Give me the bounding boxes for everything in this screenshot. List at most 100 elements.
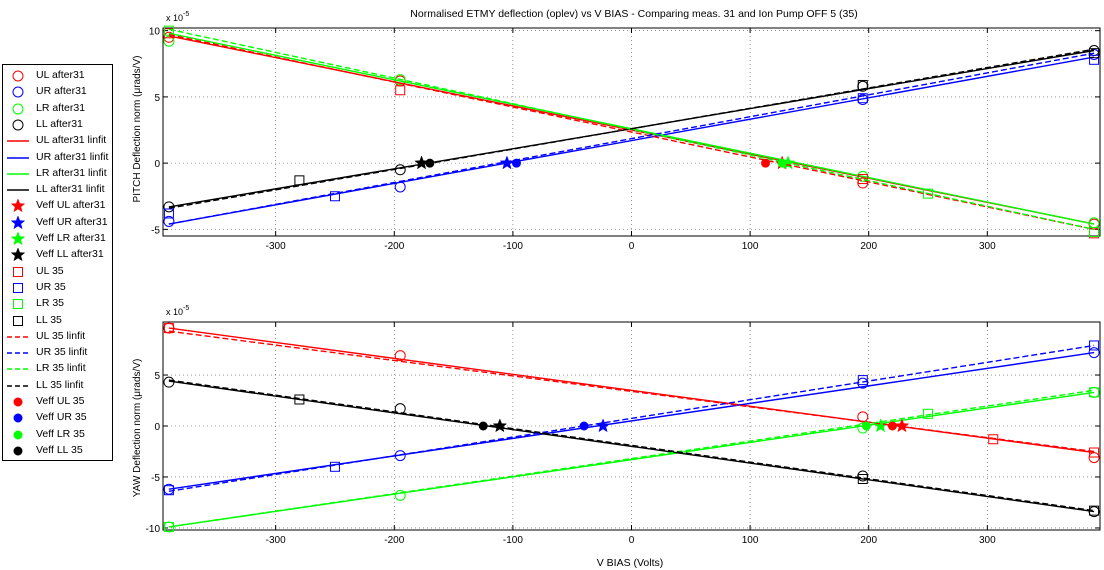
point-lr-35 [1089, 387, 1100, 398]
y-tick-label: 0 [154, 159, 160, 170]
x-tick-label: -100 [503, 241, 523, 252]
legend-marker [13, 315, 23, 326]
y-tick-label: -10 [146, 524, 161, 535]
point-veff-ul-35 [761, 158, 771, 168]
point-lr-35 [923, 188, 934, 199]
legend-swatch [13, 397, 23, 407]
point-veff-lr-35 [777, 158, 787, 168]
legend-swatch [7, 368, 29, 371]
point-ur-35 [163, 208, 174, 219]
legend-swatch [10, 231, 26, 246]
point-ul-35 [1089, 447, 1100, 458]
legend-entry: UR 35 linfit [3, 345, 114, 361]
legend-entry: LR after31 [3, 101, 114, 117]
legend-swatch [7, 140, 29, 142]
point-lr-35 [1089, 227, 1100, 238]
legend-entry: LR 35 linfit [3, 361, 114, 377]
legend-marker [12, 119, 24, 131]
legend-entry: UL 35 [3, 264, 114, 280]
legend-marker [13, 446, 23, 456]
legend-swatch [10, 214, 26, 229]
legend-marker [13, 397, 23, 407]
legend-label: LL after31 [36, 117, 83, 130]
legend-label: LL 35 [36, 313, 62, 326]
legend-swatch [13, 430, 23, 440]
legend-label: UL 35 linfit [36, 329, 86, 342]
legend-swatch [12, 70, 24, 82]
legend-marker [13, 299, 23, 310]
legend-swatch [7, 336, 29, 338]
point-lr-after31 [394, 489, 406, 501]
point-ur-35 [1089, 340, 1100, 351]
legend-swatch [13, 299, 23, 310]
point-veff-ll-after31 [492, 418, 508, 433]
point-lr-35 [923, 408, 934, 419]
pitch-y-axis-label: PITCH Deflection norm (μrads/V) [132, 56, 143, 203]
legend-entry: Veff LL after31 [3, 247, 114, 263]
x-tick-label: 200 [860, 241, 877, 252]
y-tick-label: 10 [149, 27, 161, 38]
yaw-exponent-label: x 10-5 [166, 305, 189, 317]
legend-entry: Veff UL after31 [3, 198, 114, 214]
x-tick-label: 100 [742, 535, 759, 546]
legend-entry: UL 35 linfit [3, 329, 114, 345]
point-ul-after31 [394, 350, 406, 362]
legend-marker [12, 70, 24, 82]
x-tick-label: -200 [384, 535, 404, 546]
x-tick-label: 0 [629, 535, 635, 546]
legend-entry: UL after31 [3, 68, 114, 84]
y-tick-label: 5 [154, 371, 160, 382]
legend-label: Veff LL after31 [36, 248, 104, 261]
legend-swatch [13, 266, 23, 277]
legend-entry: LR 35 [3, 296, 114, 312]
legend-entry: UR 35 [3, 280, 114, 296]
series-line-ul-35-linfit [168, 33, 1095, 231]
legend-label: Veff LL 35 [36, 443, 83, 456]
legend-swatch [7, 173, 29, 175]
pitch-exponent-label: x 10-5 [166, 11, 189, 23]
legend-label: UR after31 [36, 85, 87, 98]
point-ll-35 [294, 175, 305, 186]
point-ur-35 [329, 461, 340, 472]
x-tick-label: 300 [979, 241, 996, 252]
series-group [163, 322, 1100, 533]
legend-label: LL after31 linfit [36, 183, 105, 196]
point-ur-35 [857, 93, 868, 104]
point-veff-ll-35 [478, 421, 488, 431]
legend-marker [12, 103, 24, 115]
legend-label: UL after31 linfit [36, 134, 107, 147]
x-tick-label: 200 [860, 535, 877, 546]
series-line-ur-35-linfit [168, 52, 1095, 225]
legend-label: LR after31 [36, 101, 86, 114]
y-tick-label: -5 [151, 473, 160, 484]
legend-marker [10, 198, 26, 213]
x-tick-label: 0 [629, 241, 635, 252]
legend-marker [10, 214, 26, 229]
series-line-ur-35-linfit [168, 344, 1095, 492]
x-tick-label: -200 [384, 241, 404, 252]
x-axis-label: V BIAS (Volts) [597, 557, 664, 569]
point-ur-after31 [163, 215, 175, 227]
series-line-ll-35-linfit [168, 48, 1095, 209]
y-tick-label: 0 [154, 422, 160, 433]
legend-label: LR after31 linfit [36, 166, 107, 179]
legend-marker [13, 430, 23, 440]
legend-swatch [7, 156, 29, 159]
pitch-plot: -300 -200 -100 0 100 200 300 -5 0 5 10 [149, 25, 1101, 252]
point-veff-ur-35 [579, 421, 589, 431]
point-ul-35 [988, 434, 999, 445]
series-line-ll-35-linfit [168, 379, 1095, 512]
legend-swatch [13, 413, 23, 423]
legend-entry: Veff LR after31 [3, 231, 114, 247]
point-ul-35 [395, 85, 406, 96]
legend-label: Veff LR after31 [36, 232, 106, 244]
y-tick-label: -5 [151, 225, 160, 236]
point-ul-35 [163, 323, 174, 334]
legend-entry: LL 35 linfit [3, 378, 114, 394]
point-ur-after31 [1088, 347, 1100, 359]
point-lr-35 [163, 521, 174, 532]
y-tick-label: 5 [154, 93, 160, 104]
legend-swatch [10, 198, 26, 213]
point-ll-35 [1089, 48, 1100, 59]
